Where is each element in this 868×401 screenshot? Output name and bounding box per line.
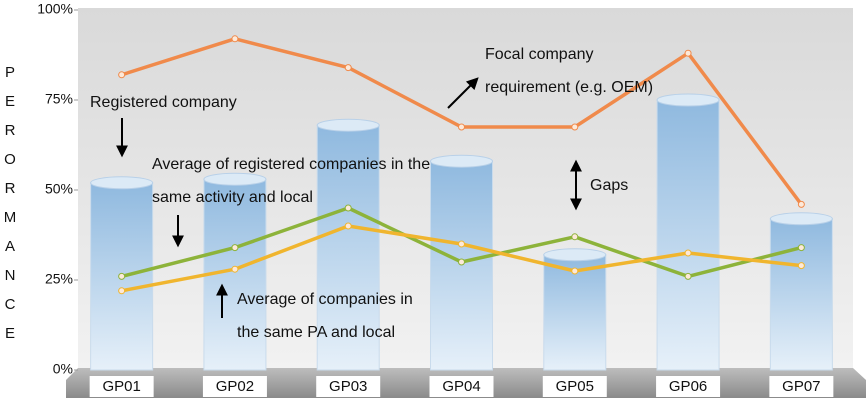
x-label-box	[769, 376, 834, 397]
point	[797, 200, 805, 208]
annotation: Average of companies in	[237, 291, 413, 308]
point	[231, 35, 239, 43]
x-label-box	[542, 376, 607, 397]
point	[571, 123, 579, 131]
bar-top	[656, 93, 720, 107]
x-label-box	[316, 376, 381, 397]
x-tick-label: GP06	[669, 378, 707, 395]
y-tick-label: 25%	[45, 271, 73, 287]
point	[571, 233, 579, 241]
bar-top	[769, 212, 833, 226]
bar-top	[90, 176, 154, 190]
x-tick-label: GP02	[216, 378, 254, 395]
x-label-box	[656, 376, 721, 397]
x-tick-label: GP05	[556, 378, 594, 395]
bar-top	[203, 172, 267, 186]
x-tick-label: GP07	[782, 378, 820, 395]
bar-top	[316, 118, 380, 132]
bar	[769, 218, 833, 371]
point	[684, 249, 692, 257]
point	[231, 244, 239, 252]
annotation: the same PA and local	[237, 324, 395, 341]
point	[344, 222, 352, 230]
y-axis-label: PERORMANCE	[3, 64, 17, 342]
x-tick-label: GP04	[442, 378, 480, 395]
point	[231, 265, 239, 273]
point	[458, 123, 465, 131]
annotation: Average of registered companies in the	[152, 156, 430, 173]
bar	[430, 160, 493, 371]
x-label-box	[429, 376, 494, 397]
point	[571, 267, 579, 275]
annotation: Registered company	[90, 94, 237, 111]
annotation: requirement (e.g. OEM)	[485, 79, 653, 96]
point	[344, 64, 352, 72]
point	[797, 244, 805, 252]
x-tick-label: GP03	[329, 378, 367, 395]
x-tick-label: GP01	[102, 378, 140, 395]
y-tick-label: 100%	[37, 1, 73, 17]
point	[118, 272, 126, 280]
point	[458, 240, 465, 248]
x-label-box	[89, 376, 154, 397]
annotation: Gaps	[590, 177, 628, 194]
annotation: same activity and local	[152, 189, 313, 206]
x-label-box	[202, 376, 267, 397]
y-tick-label: 0%	[53, 361, 73, 377]
bar-top	[543, 248, 607, 262]
arrow	[447, 77, 479, 109]
point	[684, 49, 692, 57]
point	[684, 272, 692, 280]
annotation: Focal company	[485, 46, 594, 63]
point	[118, 71, 126, 79]
bar	[656, 99, 720, 371]
point	[118, 287, 126, 295]
point	[797, 262, 805, 270]
bar-top	[430, 154, 493, 168]
point	[344, 204, 352, 212]
point	[458, 258, 465, 266]
y-tick-label: 50%	[45, 181, 73, 197]
y-tick-label: 75%	[45, 91, 73, 107]
